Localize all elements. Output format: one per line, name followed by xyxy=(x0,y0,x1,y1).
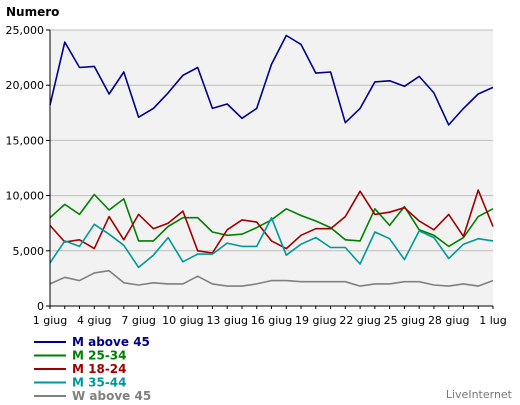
y-axis-ticks: 0 5,000 10,000 15,000 20,000 25,000 xyxy=(6,24,50,313)
x-tick-label: 7 giug xyxy=(121,314,156,327)
y-tick-label: 15,000 xyxy=(6,134,45,147)
x-axis-ticks: 1 giug 4 giug 7 giug 10 giug 13 giug 16 giug 1… xyxy=(33,306,507,327)
x-tick-label: 4 giug xyxy=(77,314,112,327)
legend-label: M 25-34 xyxy=(72,349,127,363)
x-tick-label: 1 lug xyxy=(479,314,507,327)
x-tick-label: 10 giug xyxy=(162,314,204,327)
legend-label: M 35-44 xyxy=(72,376,127,390)
legend: M above 45M 25-34M 18-24M 35-44W above 4… xyxy=(34,335,151,403)
legend-label: W above 45 xyxy=(72,389,151,403)
x-tick-label: 13 giug xyxy=(206,314,248,327)
legend-label: M above 45 xyxy=(72,335,150,349)
x-tick-label: 28 giug xyxy=(428,314,470,327)
y-tick-label: 0 xyxy=(37,300,44,313)
x-tick-label: 22 giug xyxy=(339,314,381,327)
credit-text: LiveInternet xyxy=(446,388,513,401)
y-axis-label: Numero xyxy=(6,5,59,19)
x-tick-label: 25 giug xyxy=(384,314,426,327)
y-tick-label: 25,000 xyxy=(6,24,45,37)
series-lines xyxy=(49,34,494,287)
plot-area xyxy=(50,30,493,306)
series-line-m-35-44 xyxy=(49,216,494,269)
grid-lines xyxy=(50,29,493,252)
y-tick-label: 20,000 xyxy=(6,79,45,92)
series-line-w-above-45 xyxy=(49,269,494,287)
series-line-m-18-24 xyxy=(49,189,494,254)
x-tick-label: 19 giug xyxy=(295,314,337,327)
y-tick-label: 10,000 xyxy=(6,190,45,203)
legend-label: M 18-24 xyxy=(72,362,127,376)
series-line-m-25-34 xyxy=(49,193,494,248)
series-line-m-above-45 xyxy=(49,34,494,126)
x-tick-label: 1 giug xyxy=(33,314,68,327)
y-tick-label: 5,000 xyxy=(13,245,45,258)
x-tick-label: 16 giug xyxy=(251,314,293,327)
